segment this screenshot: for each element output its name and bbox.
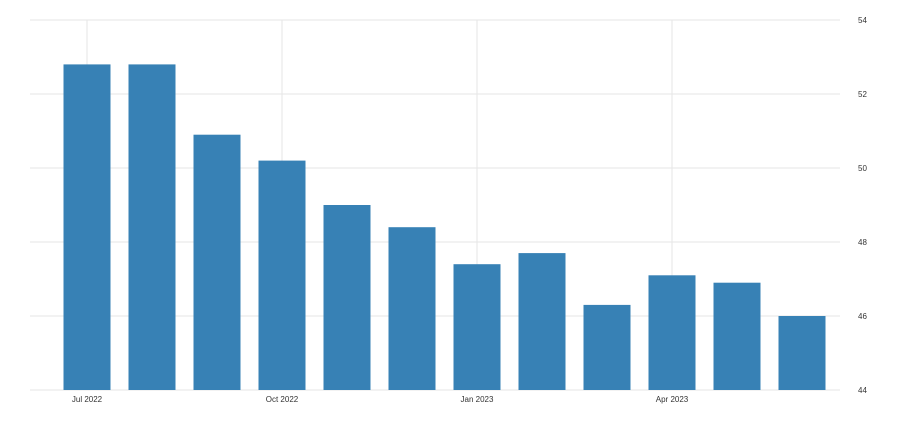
bar-2022-08 <box>128 64 176 391</box>
x-tick-label: Oct 2022 <box>266 395 299 404</box>
bar-2023-03 <box>583 304 631 390</box>
x-tick-label: Jan 2023 <box>461 395 494 404</box>
y-tick-label: 44 <box>858 386 867 395</box>
bar-2023-02 <box>518 253 566 390</box>
bar-2022-09 <box>193 134 241 390</box>
y-tick-label: 46 <box>858 312 867 321</box>
bar-2022-12 <box>388 227 436 390</box>
y-tick-label: 48 <box>858 238 867 247</box>
y-tick-label: 52 <box>858 90 867 99</box>
y-tick-label: 50 <box>858 164 867 173</box>
bar-2023-05 <box>713 282 761 390</box>
bar-2023-04 <box>648 275 696 390</box>
bar-2022-11 <box>323 205 371 390</box>
x-axis-ticks: Jul 2022 Oct 2022 Jan 2023 Apr 2023 <box>72 395 689 404</box>
y-tick-label: 54 <box>858 16 867 25</box>
bar-2023-01 <box>453 264 501 390</box>
x-tick-label: Apr 2023 <box>656 395 689 404</box>
bar-2022-07 <box>63 64 111 391</box>
bars <box>63 64 826 391</box>
x-tick-label: Jul 2022 <box>72 395 103 404</box>
y-axis-ticks: 44 46 48 50 52 54 <box>858 16 867 395</box>
bar-2022-10 <box>258 160 306 390</box>
bar-2023-06 <box>778 316 826 390</box>
